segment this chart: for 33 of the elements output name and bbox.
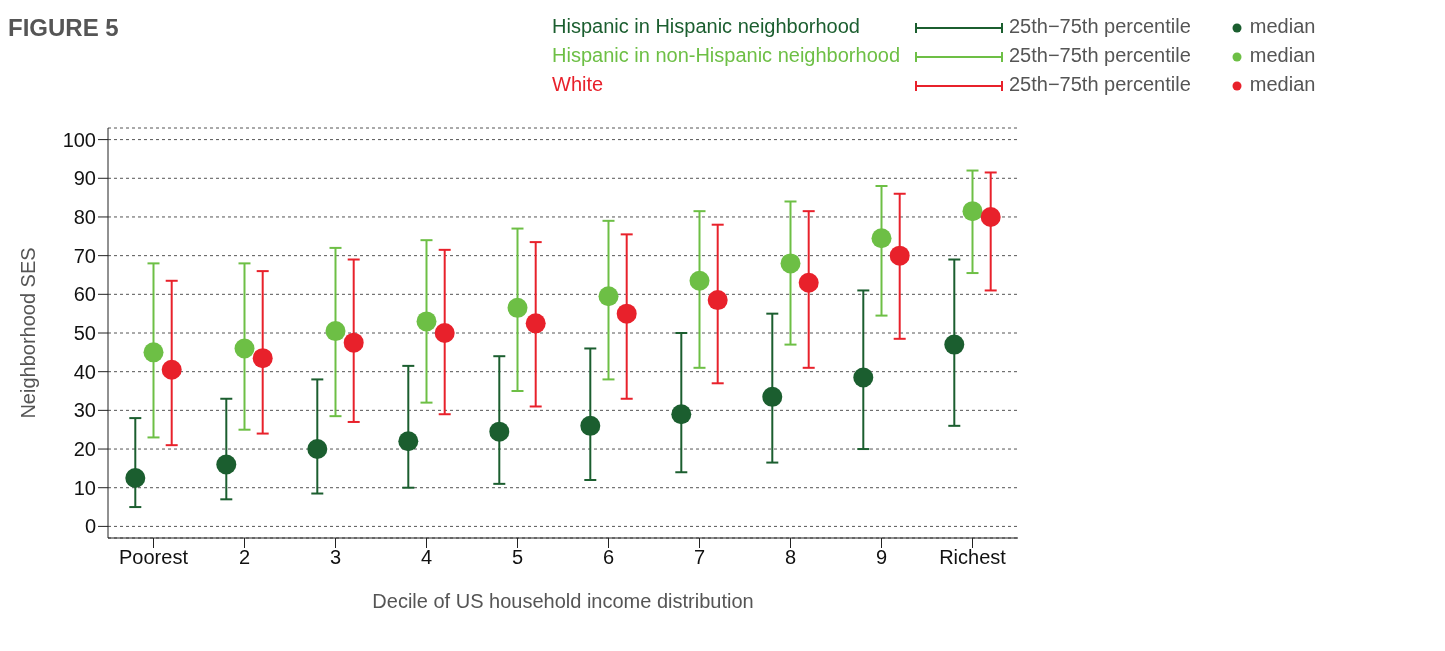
y-tick-label: 0	[84, 515, 96, 538]
y-tick-label: 30	[73, 399, 96, 422]
y-tick-label: 60	[73, 283, 96, 306]
x-tick-label: 9	[875, 546, 888, 569]
text: 25th−75th percentile	[1008, 72, 1192, 97]
text: White	[551, 72, 605, 97]
text: median	[1249, 44, 1316, 66]
x-tick-label: 7	[693, 546, 706, 569]
chart-title: FIGURE 5	[8, 14, 119, 42]
x-tick-label: 2	[238, 546, 251, 569]
x-tick-label: Poorest	[119, 546, 189, 569]
y-tick-label: 70	[73, 244, 96, 267]
y-tick-label: 10	[73, 476, 96, 499]
y-axis-title: Neighborhood SES	[17, 247, 40, 419]
text: Hispanic in Hispanic neighborhood	[551, 14, 861, 39]
legend-label: Hispanic in non-Hispanic neighborhood	[551, 43, 901, 68]
x-tick-label: 6	[602, 546, 615, 569]
y-tick-label: 40	[73, 360, 96, 383]
text: median	[1248, 72, 1317, 97]
y-tick-label: 80	[73, 206, 96, 229]
text: 25th−75th percentile	[1009, 44, 1191, 66]
text: median	[1249, 15, 1316, 37]
x-axis-title: Decile of US household income distribution	[372, 590, 754, 612]
text: 25th−75th percentile	[1009, 15, 1191, 37]
y-tick-label: 100	[62, 128, 96, 151]
x-tick-label: 8	[784, 546, 797, 569]
x-tick-label: 5	[511, 546, 524, 569]
x-tick-label: 3	[329, 546, 342, 569]
y-tick-label: 50	[73, 322, 96, 345]
y-tick-label: 90	[73, 167, 96, 190]
x-tick-label: 4	[420, 546, 433, 569]
x-tick-label: Richest	[939, 546, 1007, 569]
y-tick-label: 20	[73, 438, 96, 461]
